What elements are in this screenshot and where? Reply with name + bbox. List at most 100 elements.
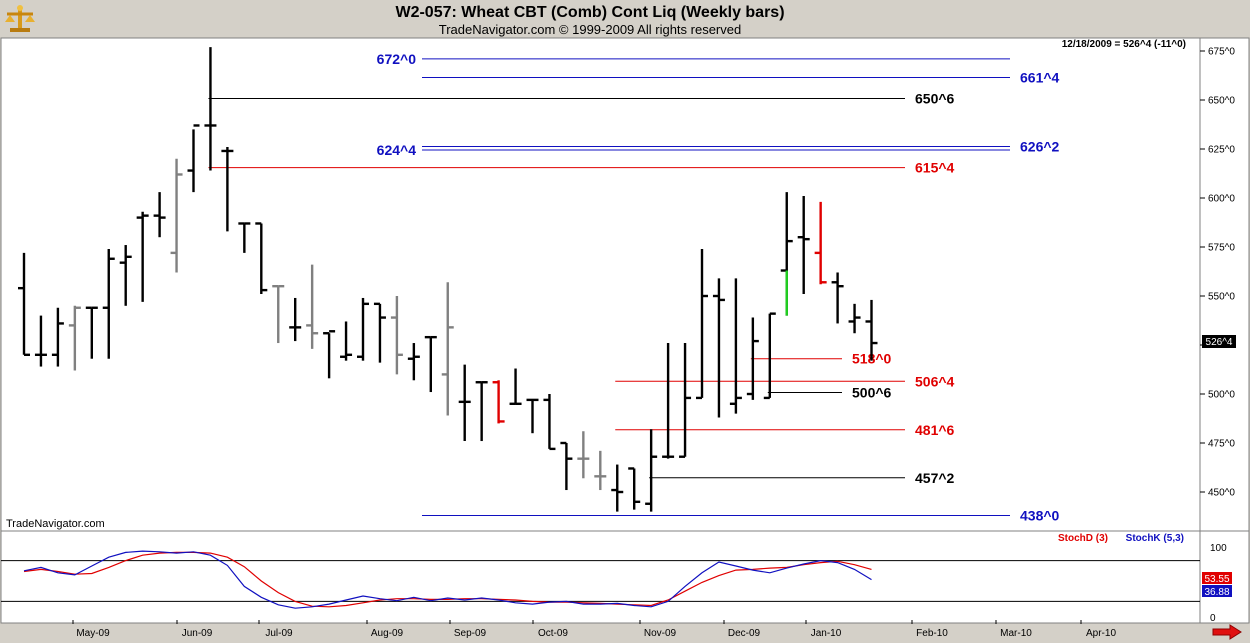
last-date-label: 12/18/2009 = 526^4 (-11^0) <box>1062 39 1186 50</box>
price-bar <box>119 245 132 306</box>
stochd-value-tag <box>1202 572 1232 584</box>
price-bar <box>814 201 827 285</box>
level-label: 626^2 <box>1020 139 1060 155</box>
level-label: 624^4 <box>377 142 417 158</box>
price-bar <box>560 441 573 491</box>
price-bar <box>712 278 725 418</box>
last-price-tag <box>1202 335 1236 348</box>
level-label: 506^4 <box>915 373 955 389</box>
price-bar <box>492 380 505 424</box>
price-bar <box>255 222 268 295</box>
y-tick-label: 650^0 <box>1208 96 1235 107</box>
price-bar <box>865 299 878 361</box>
y-tick-label: 550^0 <box>1208 292 1235 303</box>
level-label: 661^4 <box>1020 69 1060 85</box>
stoch-line <box>23 551 872 608</box>
price-bar <box>746 317 759 400</box>
price-bar <box>18 252 30 356</box>
y-tick-label: 575^0 <box>1208 243 1235 254</box>
last-price-label: 526^4 <box>1206 337 1233 348</box>
price-bar <box>424 335 437 393</box>
x-tick-label: Apr-10 <box>1086 628 1116 639</box>
price-bar <box>204 47 217 171</box>
price-bar <box>34 315 47 367</box>
price-bar <box>679 343 692 458</box>
price-bar <box>221 147 234 232</box>
legend-stochk: StochK (5,3) <box>1126 533 1184 544</box>
legend-stochd: StochD (3) <box>1058 533 1108 544</box>
y-tick-label: 450^0 <box>1208 488 1235 499</box>
price-bar <box>441 282 454 416</box>
price-bar <box>51 307 64 367</box>
price-bar <box>289 297 302 342</box>
stoch-panel <box>0 530 1201 624</box>
stochk-value-tag <box>1202 585 1232 597</box>
price-bar <box>187 124 200 193</box>
price-bar <box>390 296 403 375</box>
price-bar <box>323 330 336 379</box>
x-tick-label: Jan-10 <box>811 628 842 639</box>
stochd-value: 53.55 <box>1204 574 1229 585</box>
x-tick-label: Mar-10 <box>1000 628 1032 639</box>
price-bar <box>153 192 166 238</box>
price-bar <box>594 450 607 491</box>
price-bar <box>458 364 471 442</box>
x-tick-label: Nov-09 <box>644 628 677 639</box>
price-bar <box>509 368 522 405</box>
price-panel <box>0 37 1201 532</box>
scales-logo-icon <box>5 5 35 32</box>
level-label: 650^6 <box>915 91 955 107</box>
price-bar <box>272 285 285 344</box>
y-tick-label: 475^0 <box>1208 439 1235 450</box>
y-tick-label: 675^0 <box>1208 47 1235 58</box>
y-tick-label: 625^0 <box>1208 145 1235 156</box>
level-label: 672^0 <box>377 51 417 67</box>
price-axis: 450^0 475^0 500^0 550^0 575^0 600^0 625^0 650^0… <box>1200 47 1235 499</box>
price-bar <box>577 431 590 479</box>
price-bars <box>18 47 878 512</box>
stoch-axis: 100 0 <box>1 543 1227 624</box>
x-tick-label: Dec-09 <box>728 628 761 639</box>
price-bar <box>357 297 369 361</box>
x-tick-label: Sep-09 <box>454 628 487 639</box>
level-lines: 672^0661^4650^6624^4626^2615^4518^0506^4… <box>208 51 1060 524</box>
price-bar <box>696 248 708 400</box>
price-bar <box>85 306 98 359</box>
price-bar <box>526 398 539 434</box>
level-label: 457^2 <box>915 470 955 486</box>
stoch-line <box>23 550 872 609</box>
x-tick-label: Aug-09 <box>371 628 404 639</box>
price-bar <box>407 343 420 381</box>
price-bar <box>102 248 115 359</box>
price-bar <box>475 381 488 442</box>
price-bar <box>611 464 624 512</box>
price-bar <box>373 302 386 363</box>
watermark: TradeNavigator.com <box>6 518 105 530</box>
price-bar <box>170 158 183 273</box>
chart-subtitle: TradeNavigator.com © 1999-2009 All right… <box>438 22 742 37</box>
level-label: 481^6 <box>915 422 955 438</box>
price-bar <box>662 343 675 459</box>
x-tick-label: Feb-10 <box>916 628 948 639</box>
scroll-right-icon[interactable] <box>1212 624 1242 640</box>
price-bar <box>306 264 319 349</box>
price-bar <box>729 278 742 414</box>
x-tick-label: Jun-09 <box>182 628 213 639</box>
price-bar <box>136 211 149 302</box>
stoch-tick-0: 0 <box>1210 613 1216 624</box>
stoch-tick-100: 100 <box>1210 543 1227 554</box>
price-axis-panel <box>1199 37 1250 532</box>
price-bar <box>645 429 658 512</box>
stoch-lines <box>23 550 872 609</box>
price-bar <box>628 467 641 510</box>
price-bar <box>68 305 81 371</box>
price-bar <box>340 321 353 361</box>
stochk-value: 36.88 <box>1204 587 1229 598</box>
level-label: 438^0 <box>1020 508 1060 524</box>
x-tick-label: Jul-09 <box>265 628 293 639</box>
price-bar <box>848 303 861 334</box>
x-tick-label: Oct-09 <box>538 628 568 639</box>
price-bar <box>797 196 810 295</box>
